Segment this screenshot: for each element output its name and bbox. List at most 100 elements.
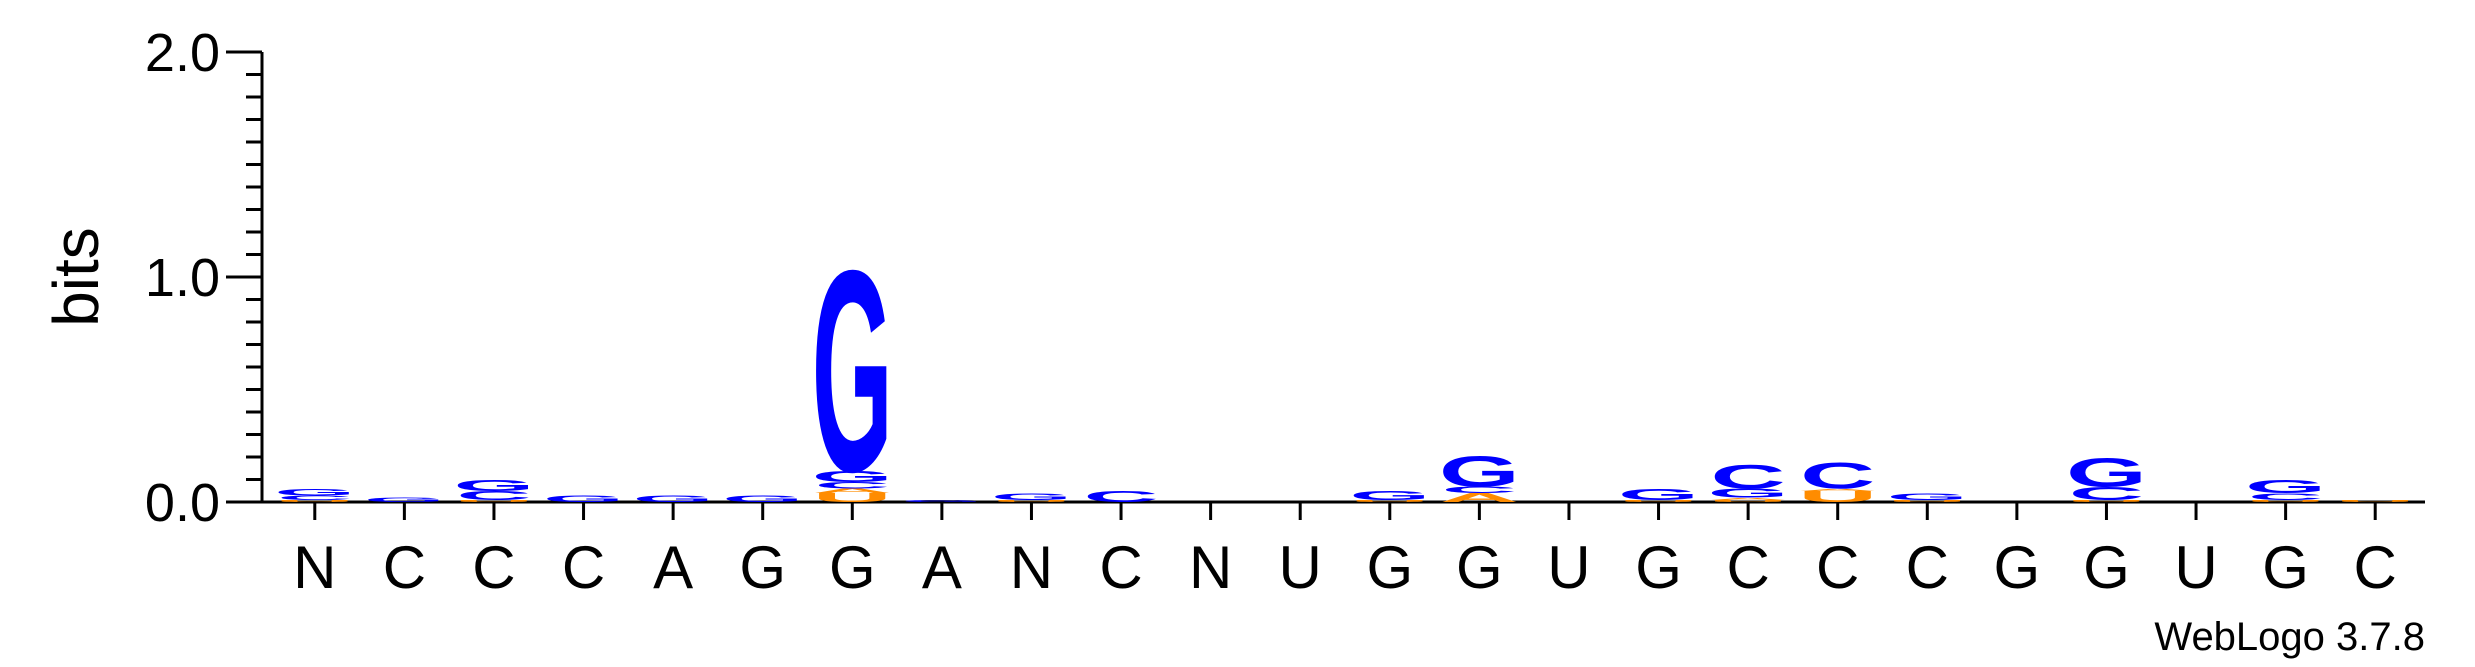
logo-letter-G: G	[633, 494, 714, 505]
svg-text:A: A	[1440, 491, 1519, 505]
logo-letter-A: A	[1440, 491, 1519, 505]
position-label: A	[922, 534, 962, 601]
logo-letter-U: U	[2335, 499, 2414, 502]
svg-text:U: U	[1350, 499, 1429, 502]
svg-text:U: U	[1619, 499, 1698, 502]
logo-letter-C: C	[815, 480, 890, 491]
logo-letter-G: G	[1349, 488, 1430, 502]
logo-letter-U: U	[2246, 499, 2325, 502]
position-label: N	[1189, 534, 1232, 601]
position-label: C	[1906, 534, 1949, 601]
svg-text:U: U	[1888, 499, 1967, 502]
y-tick-label: 1.0	[145, 248, 220, 308]
logo-letter-G: G	[453, 477, 534, 494]
logo-letter-C: C	[277, 494, 352, 501]
svg-text:G: G	[1887, 491, 1968, 502]
logo-letter-U: U	[1350, 499, 1429, 502]
logo-letter-U: U	[454, 499, 533, 502]
logo-letter-U: U	[1619, 499, 1698, 502]
y-axis: 0.0 1.0 2.0	[145, 23, 264, 533]
logo-letter-G: G	[543, 494, 624, 505]
svg-text:A: A	[813, 487, 892, 494]
logo-letter-C: C	[1800, 454, 1875, 496]
svg-text:C: C	[2248, 491, 2323, 502]
logo-letter-U: U	[813, 491, 892, 505]
svg-text:G: G	[991, 491, 1072, 502]
logo-letter-G: G	[812, 468, 893, 485]
svg-text:C: C	[1442, 485, 1517, 496]
logo-letter-U: U	[275, 499, 354, 502]
position-label: U	[1279, 534, 1322, 601]
svg-text:G: G	[2245, 476, 2326, 497]
svg-text:G: G	[812, 468, 893, 485]
y-tick-label: 2.0	[145, 23, 220, 83]
logo-letter-G: G	[991, 491, 1072, 502]
position-label: N	[1010, 534, 1053, 601]
position-label: G	[2262, 534, 2309, 601]
svg-text:U: U	[275, 499, 354, 502]
position-label: G	[2083, 534, 2130, 601]
svg-text:U: U	[2246, 499, 2325, 502]
svg-text:U: U	[1708, 499, 1787, 502]
svg-text:G: G	[274, 487, 355, 498]
svg-text:G: G	[2066, 449, 2147, 495]
logo-letter-G: G	[2066, 449, 2147, 495]
logo-letter-A: A	[1708, 497, 1787, 500]
logo-letter-G: G	[364, 496, 445, 503]
logo-letter-G: G	[1618, 486, 1699, 503]
position-label: N	[293, 534, 336, 601]
logo-letter-A: A	[1798, 488, 1877, 491]
svg-text:C: C	[815, 480, 890, 491]
svg-text:G: G	[901, 499, 982, 503]
y-axis-label: bits	[40, 227, 112, 327]
logo-letter-G: G	[274, 487, 355, 498]
logo-letter-U: U	[1798, 488, 1877, 505]
svg-text:C: C	[1800, 454, 1875, 496]
svg-text:G: G	[812, 210, 893, 532]
position-label: C	[1816, 534, 1859, 601]
position-label: U	[1547, 534, 1590, 601]
svg-text:G: G	[1708, 486, 1789, 500]
logo-letter-U: U	[2067, 499, 2146, 502]
logo-letter-C: C	[456, 488, 531, 502]
logo-letter-G: G	[1708, 486, 1789, 500]
logo-letter-C: C	[1442, 485, 1517, 496]
svg-text:C: C	[456, 488, 531, 502]
position-label: G	[1456, 534, 1503, 601]
svg-text:C: C	[2069, 483, 2144, 504]
svg-text:G: G	[1349, 488, 1430, 502]
position-label: A	[653, 534, 693, 601]
weblogo-credit: WebLogo 3.7.8	[2154, 615, 2425, 659]
svg-text:G: G	[543, 494, 624, 505]
svg-text:U: U	[2335, 499, 2414, 502]
logo-letter-C: C	[1083, 488, 1158, 505]
svg-text:U: U	[2067, 499, 2146, 502]
position-label: G	[1366, 534, 1413, 601]
logo-letter-C: C	[2069, 483, 2144, 504]
logo-letter-G: G	[1887, 491, 1968, 502]
position-label: C	[383, 534, 426, 601]
svg-text:C: C	[1711, 458, 1786, 496]
svg-text:G: G	[1618, 486, 1699, 503]
logo-letter-C: C	[1711, 458, 1786, 496]
svg-text:U: U	[992, 499, 1071, 502]
logo-letter-U: U	[1708, 499, 1787, 502]
position-label: C	[1099, 534, 1142, 601]
position-label: C	[562, 534, 605, 601]
logo-letter-G: G	[2245, 476, 2326, 497]
svg-text:U: U	[813, 491, 892, 505]
svg-text:U: U	[454, 499, 533, 502]
y-tick-label: 0.0	[145, 473, 220, 533]
logo-letter-A: A	[813, 487, 892, 494]
logo-letter-G: G	[722, 494, 803, 505]
position-label: C	[1726, 534, 1769, 601]
svg-text:C: C	[1083, 488, 1158, 505]
svg-text:G: G	[722, 494, 803, 505]
svg-text:U: U	[1798, 488, 1877, 505]
svg-text:C: C	[277, 494, 352, 501]
logo-letter-G: G	[1439, 447, 1520, 496]
position-label: U	[2174, 534, 2217, 601]
